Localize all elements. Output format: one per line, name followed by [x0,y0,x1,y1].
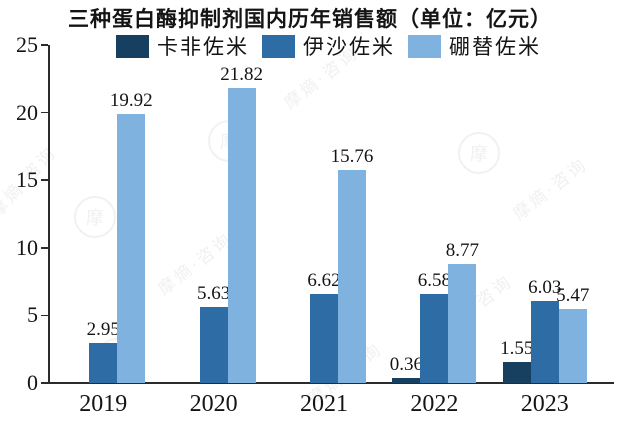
legend-item: 伊沙佐米 [262,31,395,61]
bar-group [172,45,256,383]
y-tick-label: 20 [16,99,38,125]
legend-label: 伊沙佐米 [303,35,395,59]
bar [310,293,338,383]
x-tick-label: 2021 [300,391,348,417]
y-tick-label: 10 [16,234,38,260]
legend-swatch [408,34,441,58]
bar [392,378,421,383]
bar [558,309,587,383]
bar [420,294,449,383]
y-axis-line [48,45,50,383]
bar-group [282,45,366,383]
bar-group [502,45,587,383]
bar-label: 1.55 [500,338,534,360]
y-tick-label: 15 [16,167,38,193]
bar [502,362,531,383]
bar-label: 19.92 [109,89,153,111]
y-tick-mark [41,314,48,317]
bar-label: 5.63 [196,282,231,304]
bar-label: 21.82 [220,64,263,85]
y-tick-label: 5 [27,302,38,328]
legend: 卡非佐米 伊沙佐米 硼替佐米 [116,31,541,61]
y-tick-mark [41,44,48,46]
bar-label: 8.77 [445,240,480,262]
x-tick-label: 2019 [79,391,128,417]
bar [117,113,146,383]
legend-item: 卡非佐米 [116,31,249,61]
y-tick-label: 25 [16,32,38,57]
y-tick-mark [41,382,48,384]
x-tick-label: 2023 [520,391,569,417]
legend-swatch [262,34,295,58]
bar [199,306,228,383]
y-tick-mark [41,247,48,249]
bar [227,88,256,383]
bar-label: 15.76 [330,145,374,167]
bar [530,301,559,383]
legend-label: 卡非佐米 [157,35,249,59]
x-tick-label: 2020 [189,391,238,417]
x-tick-label: 2022 [410,391,459,417]
bar-label: 6.58 [417,270,452,292]
y-tick-mark [41,111,48,114]
bar-label: 2.95 [86,319,120,341]
chart-title: 三种蛋白酶抑制剂国内历年销售额（单位：亿元） [68,7,552,31]
bar-group [392,45,477,383]
legend-swatch [116,34,149,58]
bar [338,169,366,383]
bar [448,264,477,383]
bar-label: 0.36 [389,354,424,376]
bar-label: 6.03 [528,277,562,299]
plot-area: 2.95 19.92 5.63 21.82 6.62 15.76 0.36 6.58 8.77 1… [48,45,600,383]
bar-label: 6.62 [307,269,341,291]
legend-label: 硼替佐米 [449,35,541,59]
x-axis-line [48,382,614,384]
y-tick-mark [41,179,48,181]
legend-item: 硼替佐米 [408,31,541,61]
bar [89,343,118,383]
bar-label: 5.47 [556,285,590,307]
bar-group [61,45,146,383]
y-tick-label: 0 [27,370,38,395]
